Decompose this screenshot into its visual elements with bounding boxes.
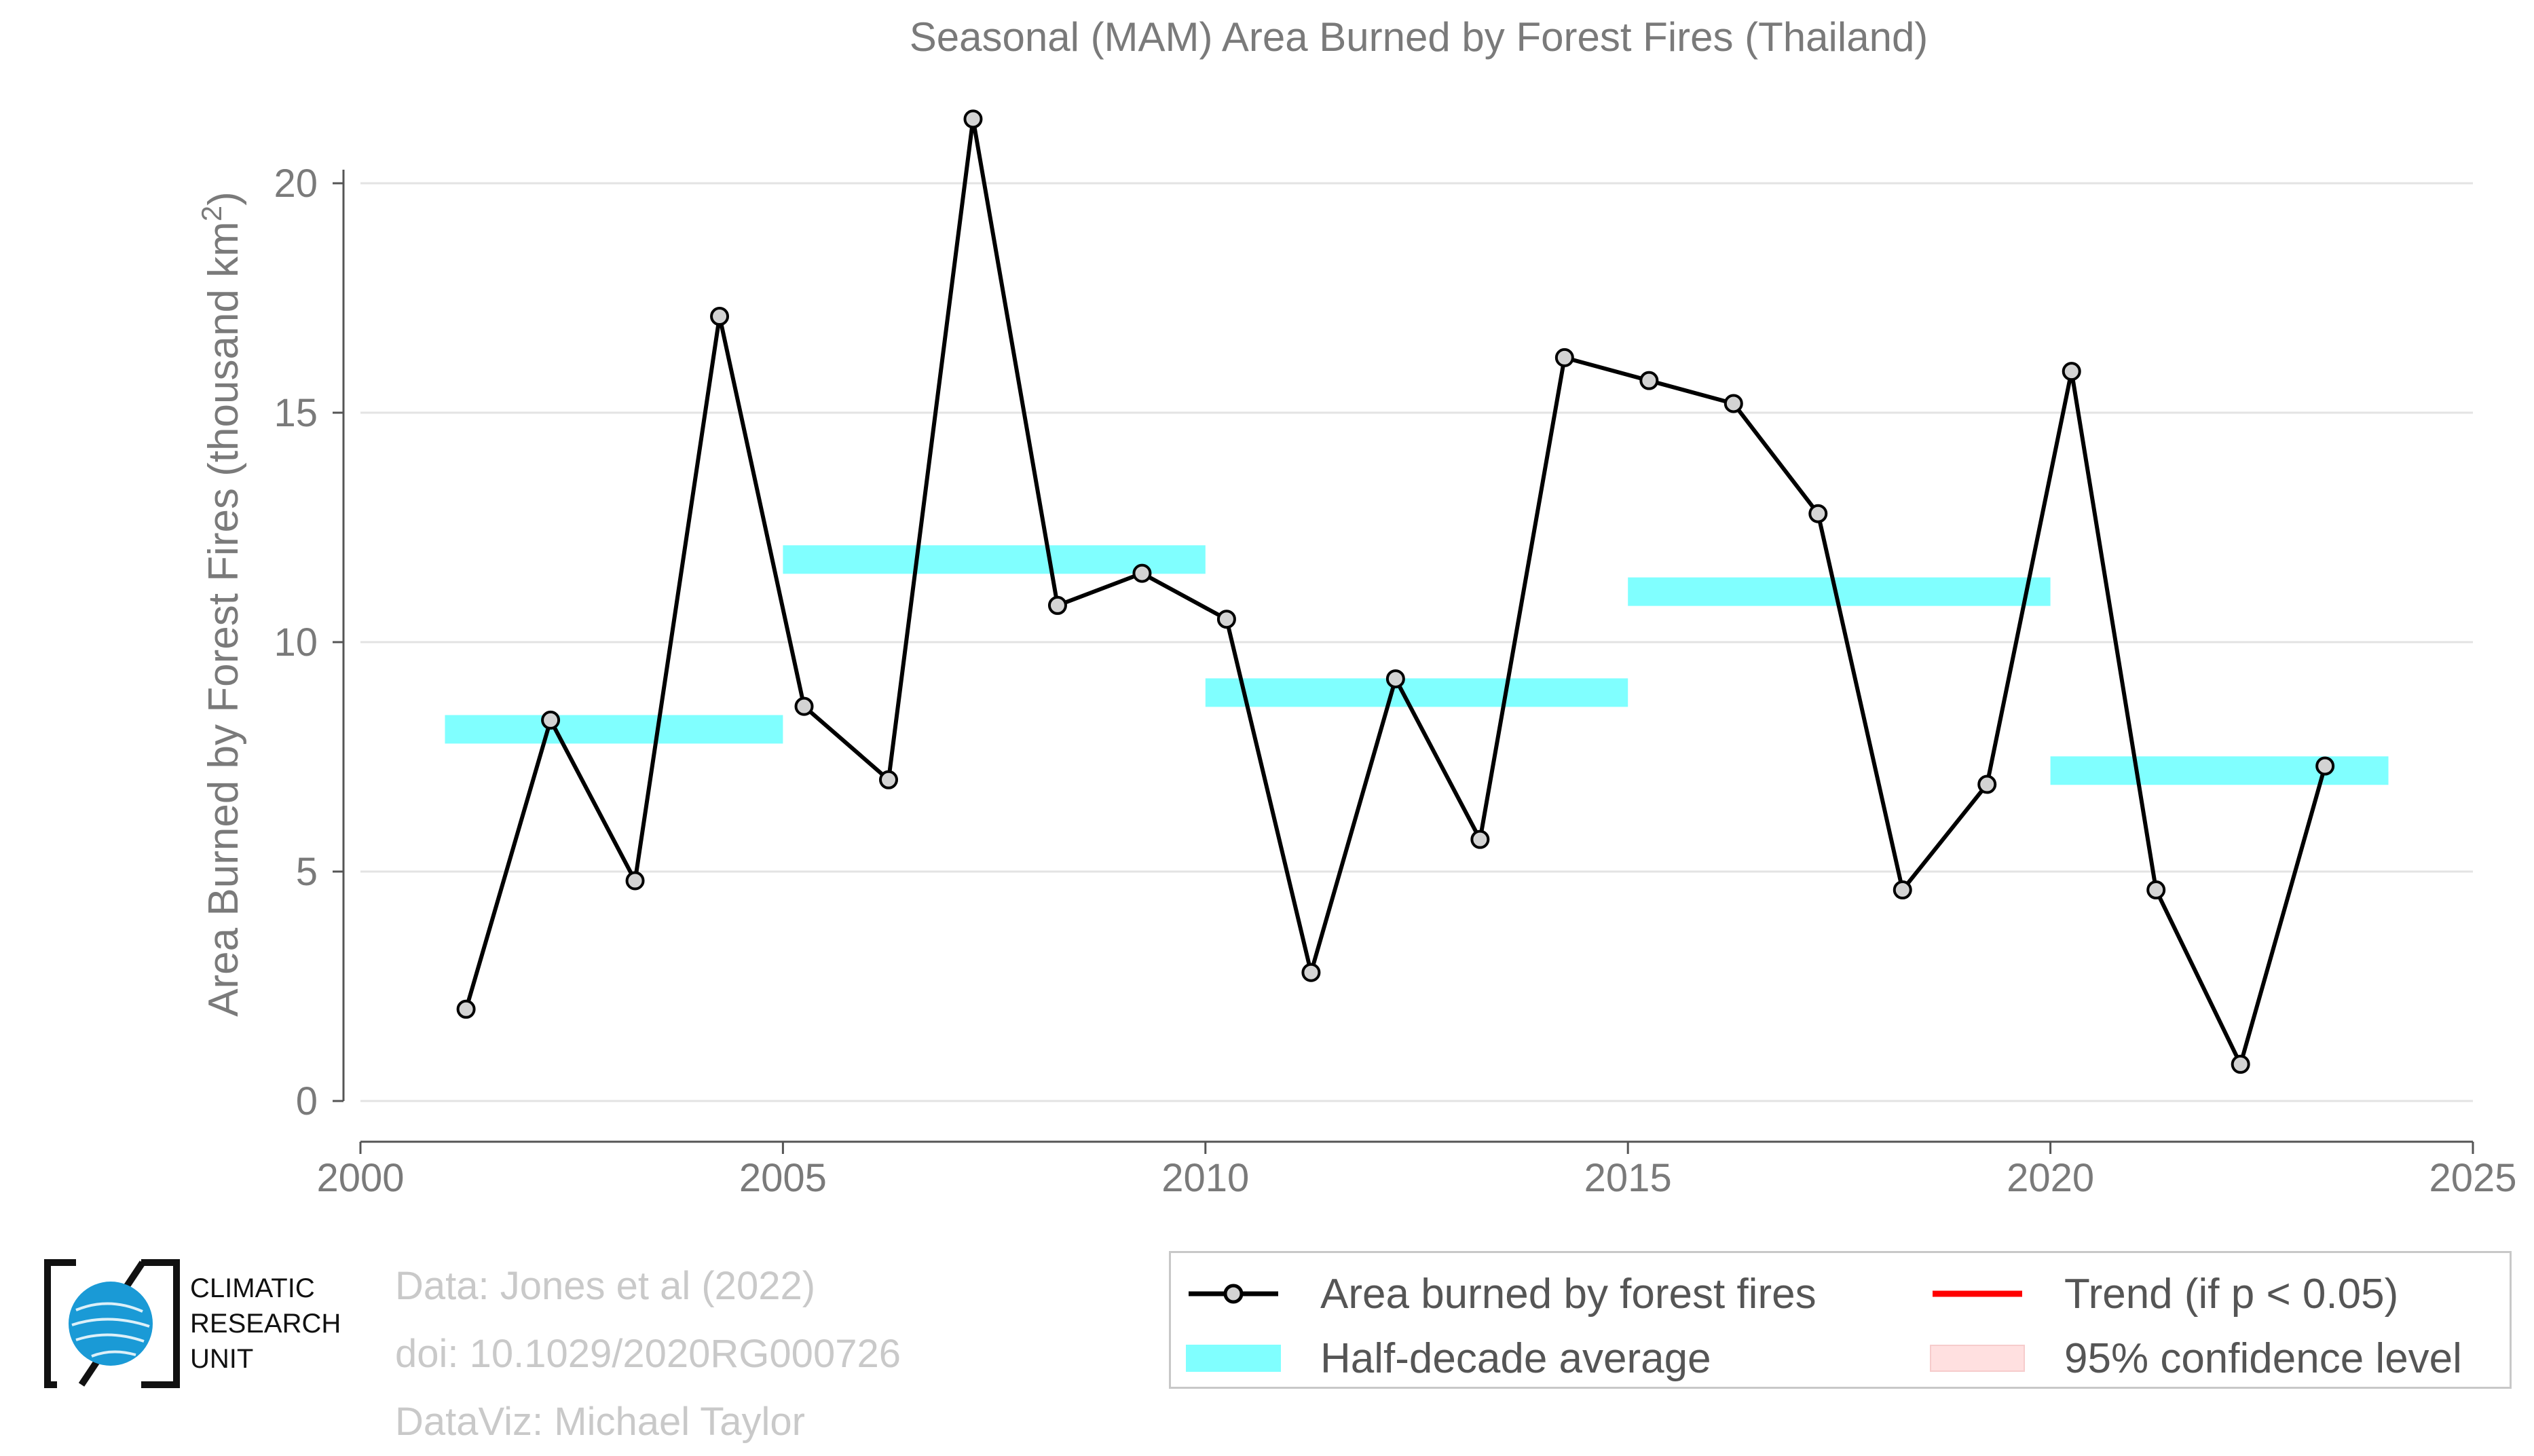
legend-label-area-burned: Area burned by forest fires: [1320, 1270, 1816, 1318]
data-point-21: [2231, 1054, 2250, 1074]
data-point-16: [1808, 504, 1828, 523]
data-point-6: [963, 109, 983, 129]
half-decade-bar-4: [2050, 756, 2389, 785]
data-point-18: [1977, 774, 1997, 794]
legend-label-half-decade: Half-decade average: [1320, 1334, 1711, 1382]
data-point-20: [2146, 880, 2166, 900]
x-tick-label-2000: 2000: [316, 1156, 404, 1200]
data-point-7: [1047, 595, 1067, 615]
cru-logo: CLIMATIC RESEARCH UNIT: [41, 1256, 353, 1392]
x-tick-label-2015: 2015: [1584, 1156, 1672, 1200]
chart-title: Seasonal (MAM) Area Burned by Forest Fir…: [910, 14, 1929, 60]
data-point-12: [1470, 829, 1490, 849]
x-tick-label-2025: 2025: [2429, 1156, 2516, 1200]
gridlines: [360, 182, 2473, 1102]
logo-line-2: RESEARCH: [190, 1309, 341, 1339]
data-point-11: [1385, 669, 1405, 689]
data-point-3: [710, 307, 730, 326]
legend-confidence-swatch: [1930, 1345, 2025, 1372]
legend: Area burned by forest fires Half-decade …: [1169, 1251, 2512, 1389]
data-point-5: [879, 770, 898, 789]
data-point-13: [1554, 348, 1574, 367]
legend-item-confidence: 95% confidence level: [1930, 1331, 2462, 1385]
data-point-22: [2315, 756, 2335, 776]
data-point-0: [456, 999, 476, 1019]
y-tick-label-0: 0: [296, 1079, 318, 1123]
legend-item-trend: Trend (if p < 0.05): [1930, 1267, 2398, 1321]
logo-line-3: UNIT: [190, 1344, 254, 1374]
legend-band-swatch: [1186, 1345, 1281, 1372]
x-tick-label-2005: 2005: [739, 1156, 827, 1200]
legend-label-trend: Trend (if p < 0.05): [2064, 1270, 2399, 1318]
x-tick-label-2010: 2010: [1161, 1156, 1249, 1200]
series-area-burned: [456, 109, 2335, 1074]
y-axis-label: Area Burned by Forest Fires (thousand km…: [195, 191, 247, 1017]
data-point-14: [1639, 371, 1659, 390]
data-point-2: [625, 871, 645, 891]
y-tick-label-5: 5: [296, 850, 318, 894]
half-decade-average-bars: [445, 545, 2389, 785]
data-point-4: [794, 696, 814, 716]
legend-item-area-burned: Area burned by forest fires: [1186, 1267, 1816, 1321]
axes: 0 5 10 15 20 2000 2005 2010 2015 2020 2025: [274, 162, 2516, 1200]
credit-data: Data: Jones et al (2022): [395, 1264, 816, 1308]
data-point-19: [2062, 362, 2081, 381]
y-tick-label-15: 15: [274, 391, 318, 435]
logo-line-1: CLIMATIC: [190, 1273, 315, 1303]
legend-trend-line-icon: [1930, 1267, 2025, 1321]
cru-globe-icon: [44, 1259, 180, 1388]
credits: Data: Jones et al (2022) doi: 10.1029/20…: [395, 1252, 901, 1456]
credit-doi: doi: 10.1029/2020RG000726: [395, 1332, 901, 1376]
half-decade-bar-2: [1205, 678, 1628, 707]
y-tick-label-20: 20: [274, 162, 318, 206]
data-point-8: [1132, 563, 1152, 583]
legend-item-half-decade: Half-decade average: [1186, 1331, 1711, 1385]
x-tick-label-2020: 2020: [2007, 1156, 2094, 1200]
data-point-15: [1724, 394, 1743, 413]
data-point-9: [1216, 610, 1236, 629]
legend-line-marker-icon: [1186, 1267, 1281, 1321]
credit-dataviz: DataViz: Michael Taylor: [395, 1400, 805, 1444]
y-tick-label-10: 10: [274, 620, 318, 665]
legend-label-confidence: 95% confidence level: [2064, 1334, 2462, 1382]
data-point-17: [1893, 880, 1912, 900]
data-point-1: [541, 710, 561, 730]
half-decade-bar-0: [445, 715, 783, 744]
data-point-10: [1301, 963, 1321, 982]
